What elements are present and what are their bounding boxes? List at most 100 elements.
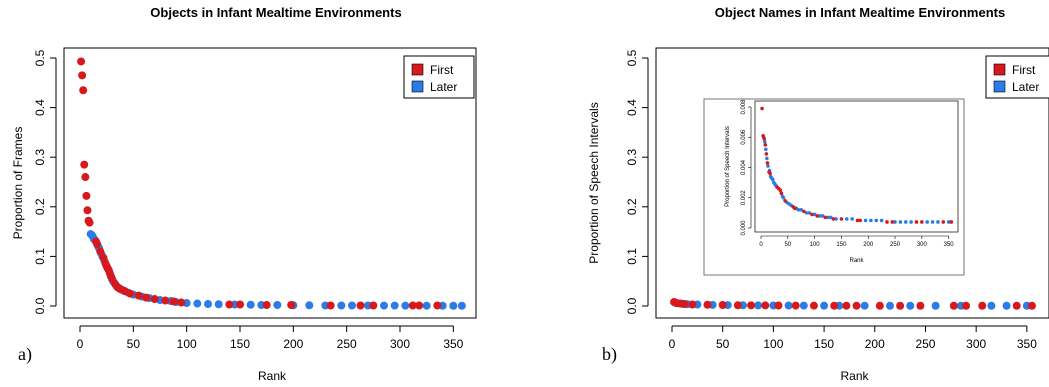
point-first: [79, 86, 87, 94]
legend-swatch-first: [412, 64, 423, 75]
panel-label: a): [18, 344, 32, 365]
point-later: [401, 302, 409, 310]
inset-x-tick-label: 250: [890, 242, 901, 248]
inset-y-axis-label: Proportion of Speech Intervals: [725, 126, 731, 207]
x-tick-label: 50: [127, 337, 141, 351]
chart-panel-b: Object Names in Infant Mealtime Environm…: [587, 5, 1049, 383]
x-tick-label: 50: [716, 337, 730, 351]
point-later: [348, 302, 356, 310]
inset-y-tick-label: 0.008: [741, 99, 747, 115]
legend-swatch-first: [994, 64, 1005, 75]
point-first: [853, 302, 861, 310]
point-first: [734, 301, 742, 309]
inset-point-first: [920, 220, 924, 224]
point-first: [876, 302, 884, 310]
point-first: [80, 161, 88, 169]
point-first: [842, 302, 850, 310]
x-tick-label: 200: [865, 337, 885, 351]
chart-panel-a: Objects in Infant Mealtime Environments 0…: [11, 5, 476, 383]
point-first: [126, 290, 134, 298]
inset-point-later: [909, 220, 913, 224]
inset-point-later: [766, 164, 770, 168]
inset-point-first: [950, 220, 954, 224]
inset-point-later: [869, 219, 873, 223]
x-tick-label: 300: [966, 337, 986, 351]
point-first: [135, 292, 143, 300]
inset-x-tick-label: 350: [944, 242, 955, 248]
x-axis-label: Rank: [840, 369, 869, 383]
legend-label-first: First: [430, 63, 454, 77]
legend-swatch-later: [412, 81, 423, 92]
inset-x-tick-label: 50: [784, 242, 791, 248]
inset-x-axis-label: Rank: [849, 258, 864, 264]
point-first: [77, 57, 85, 65]
inset-x-tick-label: 150: [836, 242, 847, 248]
inset-x-tick-label: 200: [863, 242, 874, 248]
point-first: [225, 301, 233, 309]
point-first: [962, 302, 970, 310]
x-tick-label: 350: [1017, 337, 1037, 351]
point-first: [680, 300, 688, 308]
inset-point-later: [904, 220, 908, 224]
inset-y-tick-label: 0.006: [741, 129, 747, 145]
inset-point-first: [815, 214, 819, 218]
point-first: [82, 192, 90, 200]
y-tick-label: 0.3: [33, 149, 47, 166]
inset-point-first: [763, 143, 767, 147]
inset-point-later: [763, 140, 767, 144]
inset-point-later: [850, 217, 854, 221]
x-tick-label: 200: [283, 337, 303, 351]
point-later: [754, 301, 762, 309]
point-first: [415, 302, 423, 310]
inset-point-first: [832, 217, 836, 221]
point-first: [93, 240, 101, 248]
inset-point-later: [845, 217, 849, 221]
inset-point-later: [899, 220, 903, 224]
inset-point-first: [885, 220, 889, 224]
inset-frame: [704, 99, 964, 275]
point-first: [978, 302, 986, 310]
inset-point-first: [802, 210, 806, 214]
point-first: [287, 301, 295, 309]
x-tick-label: 150: [814, 337, 834, 351]
inset-y-tick-label: 0.002: [741, 190, 747, 206]
point-later: [987, 302, 995, 310]
inset-x-tick-label: 100: [810, 242, 821, 248]
point-first: [170, 298, 178, 306]
x-tick-label: 250: [337, 337, 357, 351]
inset-point-first: [858, 219, 862, 223]
point-later: [423, 302, 431, 310]
inset-point-first: [768, 172, 772, 176]
point-later: [273, 301, 281, 309]
point-first: [357, 302, 365, 310]
y-tick-label: 0.4: [33, 99, 47, 116]
point-first: [761, 301, 769, 309]
point-later: [305, 301, 313, 309]
x-tick-label: 250: [915, 337, 935, 351]
point-later: [906, 302, 914, 310]
point-later: [820, 302, 828, 310]
inset-point-later: [874, 219, 878, 223]
inset-point-first: [915, 220, 919, 224]
point-later: [247, 301, 255, 309]
point-later: [215, 300, 223, 308]
legend: FirstLater: [986, 56, 1049, 98]
y-axis-label: Proportion of Frames: [11, 127, 25, 240]
inset-point-first: [810, 213, 814, 217]
inset-point-first: [941, 220, 945, 224]
legend-label-later: Later: [1012, 80, 1039, 94]
point-first: [433, 302, 441, 310]
inset-chart: 0 50 100 150 200 250 300 350 Rank 0.000 0.002 0.004…: [704, 99, 964, 275]
y-tick-label: 0.1: [33, 248, 47, 265]
point-later: [193, 300, 201, 308]
point-later: [391, 302, 399, 310]
inset-point-later: [864, 219, 868, 223]
inset-point-first: [793, 207, 797, 211]
point-later: [886, 302, 894, 310]
point-later: [861, 302, 869, 310]
x-axis-label: Rank: [258, 369, 287, 383]
point-first: [263, 301, 271, 309]
point-first: [83, 206, 91, 214]
point-first: [1013, 302, 1021, 310]
